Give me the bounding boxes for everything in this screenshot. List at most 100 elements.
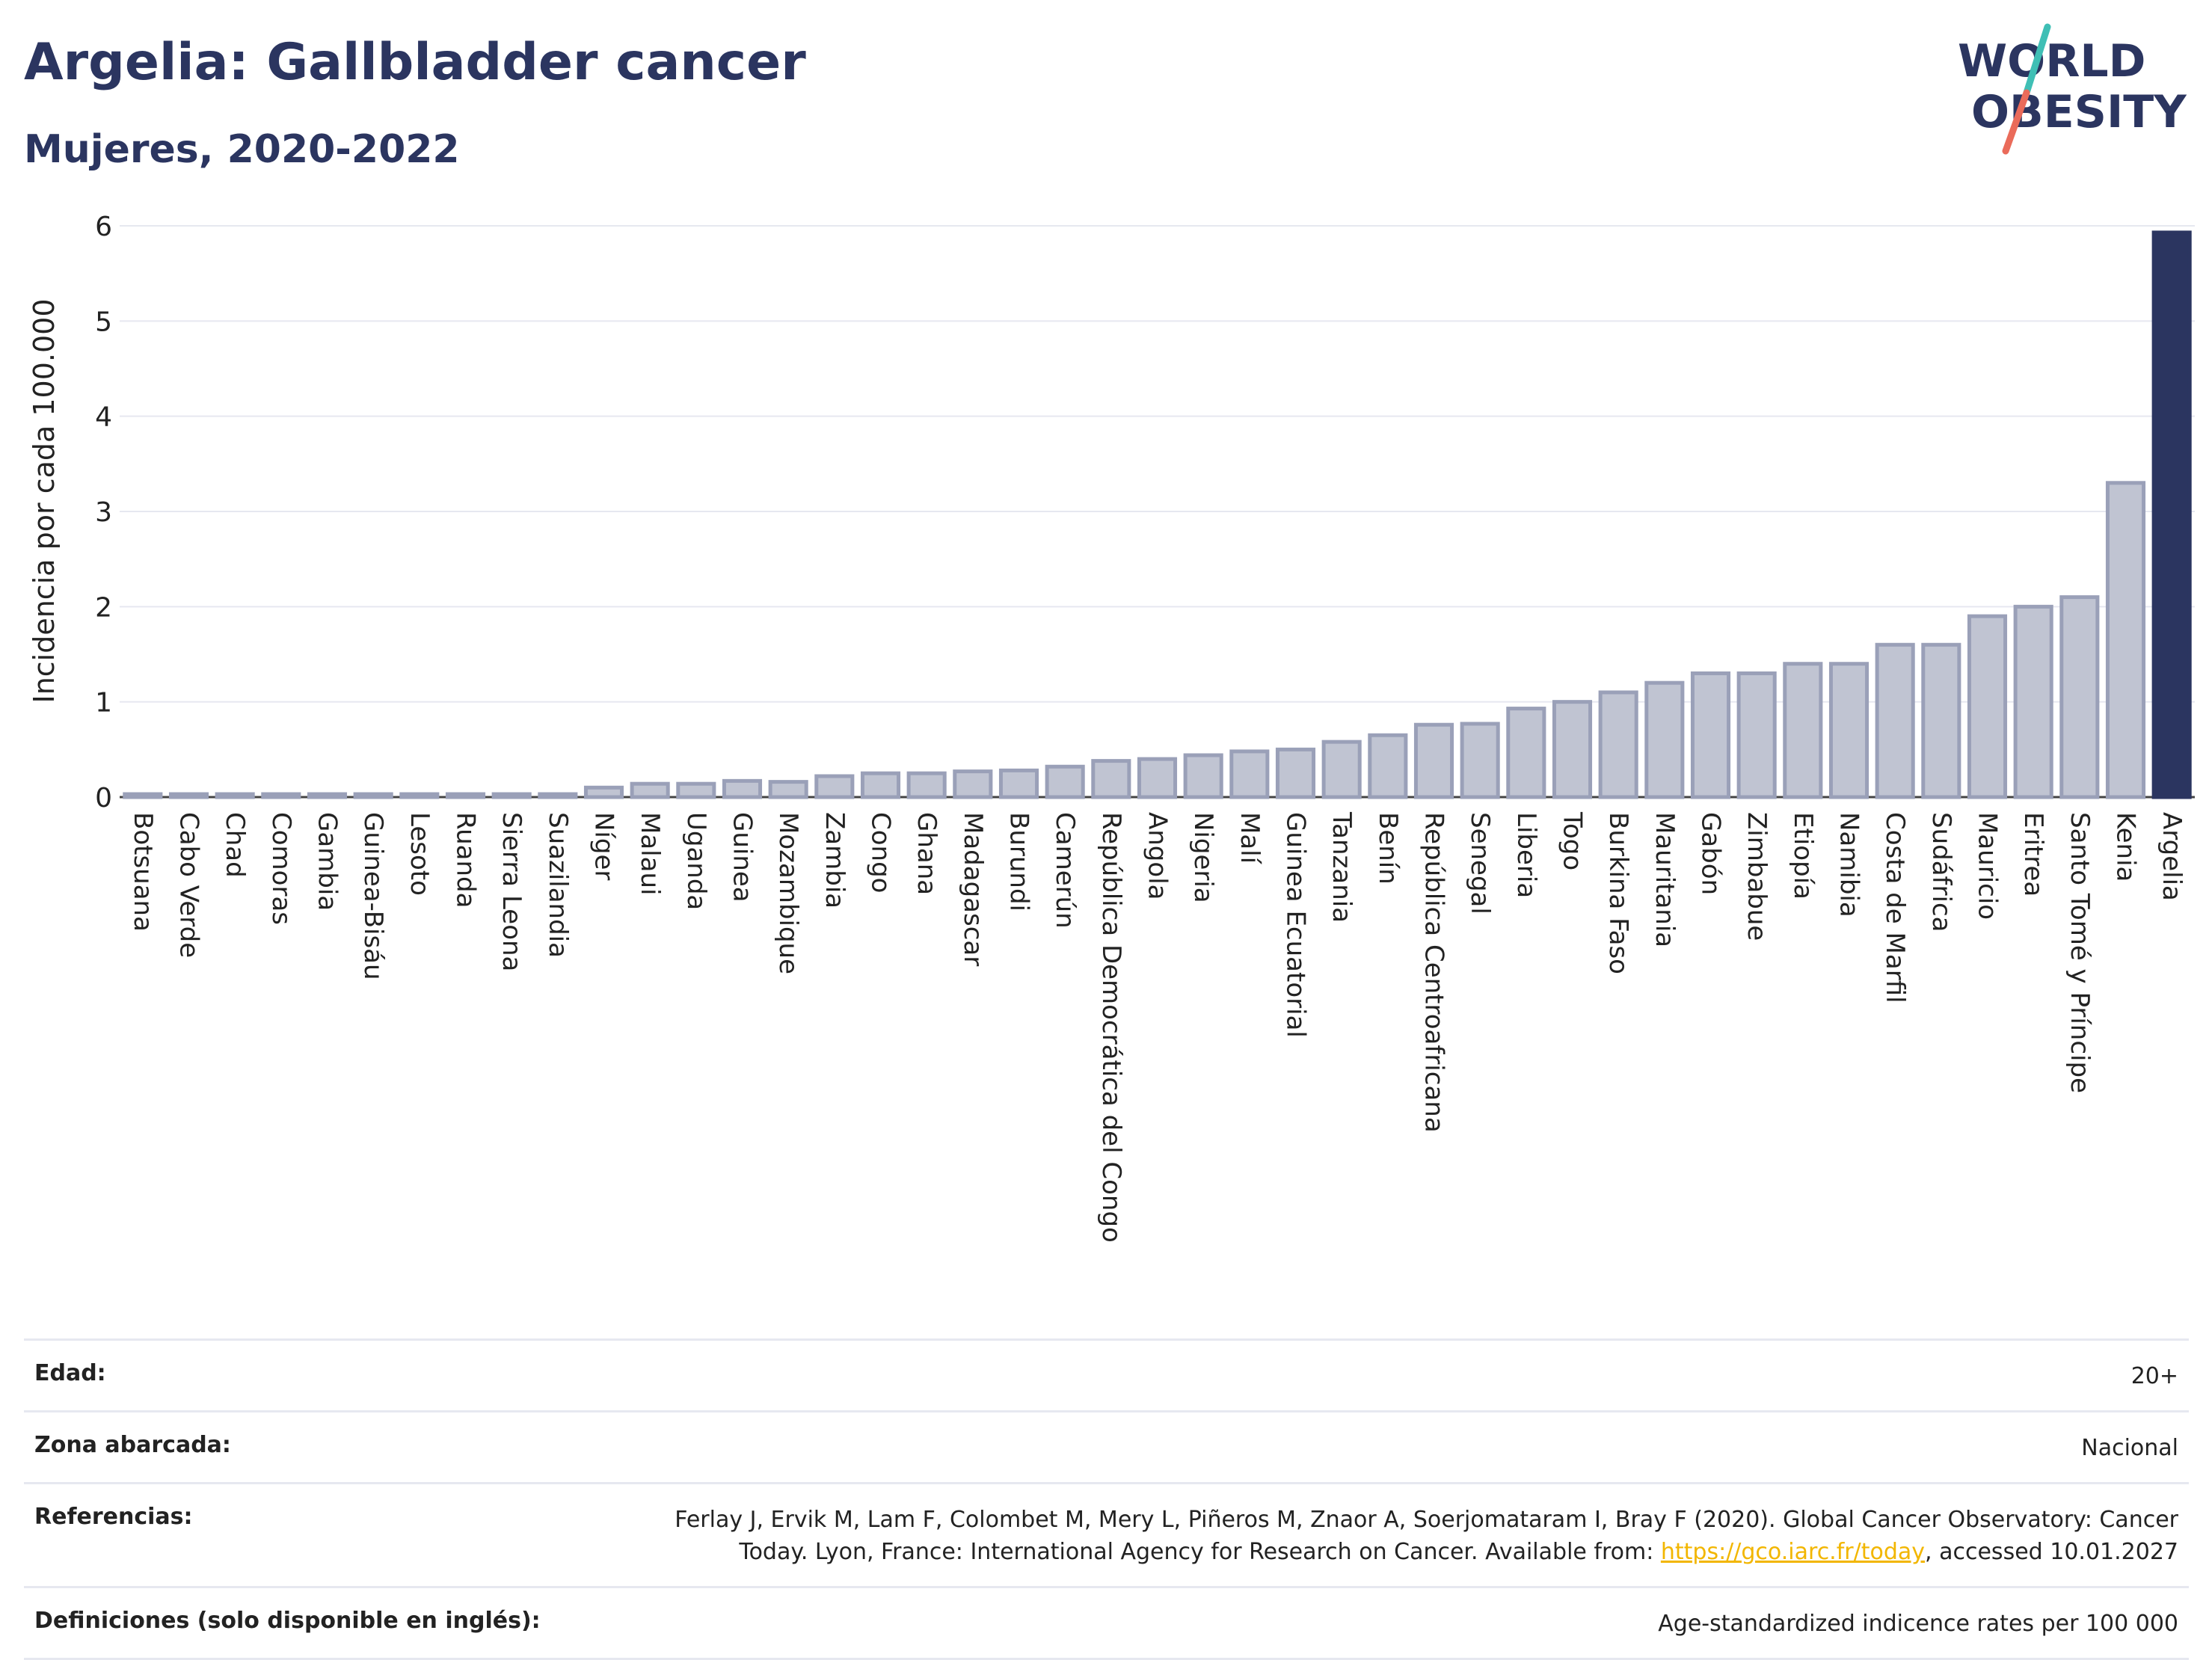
x-tick-label: Suazilandia <box>543 812 573 958</box>
bar[interactable] <box>1690 671 1731 799</box>
bar[interactable] <box>1045 764 1085 799</box>
bar[interactable] <box>1137 757 1178 799</box>
reference-accessed: , accessed 10.01.2027 <box>1925 1539 2178 1565</box>
bar[interactable] <box>538 792 578 799</box>
x-tick-label: Costa de Marfil <box>1880 812 1910 1003</box>
y-axis-label: Incidencia por cada 100.000 <box>28 298 61 703</box>
bar[interactable] <box>1229 749 1270 799</box>
reference-link[interactable]: https://gco.iarc.fr/today <box>1660 1539 1926 1565</box>
x-tick-label: Gambia <box>313 812 342 911</box>
bar[interactable] <box>1736 671 1777 799</box>
bar[interactable] <box>261 792 301 799</box>
x-tick-label: Burkina Faso <box>1603 812 1633 974</box>
x-tick-label: Argelia <box>2157 812 2187 901</box>
bar[interactable] <box>953 769 993 799</box>
bar[interactable] <box>1875 642 1915 799</box>
x-tick-label: República Centroafricana <box>1419 812 1449 1133</box>
bar[interactable] <box>722 778 763 799</box>
x-tick-label: Senegal <box>1465 812 1495 914</box>
x-tick-label: Eritrea <box>2018 812 2048 897</box>
bar[interactable] <box>676 781 716 799</box>
bar[interactable] <box>1552 700 1593 799</box>
logo-word-obesity: OBESITY <box>1971 86 2187 138</box>
meta-label-definitions: Definiciones (solo disponible en inglés)… <box>34 1608 541 1634</box>
x-tick-label: Mauritania <box>1650 812 1680 947</box>
bar[interactable] <box>307 792 348 799</box>
bar[interactable] <box>1644 680 1685 799</box>
bar[interactable] <box>123 792 163 799</box>
x-tick-label: Mozambique <box>773 812 803 974</box>
x-tick-label: Santo Tomé y Príncipe <box>2065 812 2095 1093</box>
x-tick-label: Tanzania <box>1327 811 1357 923</box>
x-tick-label: Burundi <box>1004 812 1034 912</box>
bar-chart: 0 1 2 3 4 5 6 Botsuana Cabo Verde Chad Comoras Gamb… <box>28 212 2195 1243</box>
x-tick-label: Malí <box>1235 812 1265 865</box>
meta-value-area: Nacional <box>2081 1435 2178 1461</box>
bar[interactable] <box>1091 759 1131 799</box>
bar[interactable] <box>1413 722 1454 799</box>
logo-slash-coral <box>2002 89 2030 155</box>
bar[interactable] <box>1460 722 1500 799</box>
x-tick-label: Guinea-Bisáu <box>358 812 388 980</box>
bar[interactable] <box>2105 481 2146 799</box>
bar-layer <box>123 230 2192 799</box>
bar[interactable] <box>768 780 808 799</box>
bar[interactable] <box>1598 690 1638 799</box>
bar[interactable] <box>491 792 532 799</box>
bar[interactable] <box>1368 733 1408 799</box>
x-tick-label: Camerún <box>1050 812 1080 929</box>
bar-highlight[interactable] <box>2151 230 2192 799</box>
bar[interactable] <box>1967 614 2008 799</box>
bar[interactable] <box>445 792 486 799</box>
bar[interactable] <box>630 781 670 799</box>
meta-label-area: Zona abarcada: <box>34 1432 231 1458</box>
x-tick-label: Congo <box>866 812 896 893</box>
bar[interactable] <box>1275 747 1316 799</box>
x-tick-label: Angola <box>1143 812 1173 900</box>
bar[interactable] <box>1506 707 1546 799</box>
meta-row-age: Edad: 20+ <box>24 1338 2189 1410</box>
bar[interactable] <box>1183 753 1223 799</box>
logo-word-world: WORLD <box>1958 35 2145 87</box>
x-tick-label: Madagascar <box>958 812 988 966</box>
meta-row-references: Referencias: Ferlay J, Ervik M, Lam F, C… <box>24 1482 2189 1586</box>
x-tick-label: Zimbabue <box>1742 812 1772 941</box>
x-tick-label: Guinea <box>728 812 758 903</box>
y-tick-label: 5 <box>95 307 112 337</box>
world-obesity-logo[interactable]: WORLD OBESITY <box>1944 22 2199 157</box>
bar[interactable] <box>906 771 947 799</box>
y-tick-label: 3 <box>95 497 112 528</box>
x-tick-label: Mauricio <box>1973 812 2003 920</box>
metadata-table: Edad: 20+ Zona abarcada: Nacional Refere… <box>24 1338 2189 1660</box>
bar[interactable] <box>583 785 624 799</box>
x-tick-label: Kenia <box>2111 812 2141 882</box>
x-tick-label: Liberia <box>1511 812 1541 898</box>
bar[interactable] <box>2059 595 2100 799</box>
x-tick-label: Ghana <box>912 812 941 895</box>
x-tick-label: Sierra Leona <box>497 812 526 971</box>
bar[interactable] <box>814 774 855 799</box>
x-tick-label: Gabón <box>1696 812 1726 895</box>
meta-row-area: Zona abarcada: Nacional <box>24 1410 2189 1482</box>
x-tick-label: Guinea Ecuatorial <box>1281 812 1311 1038</box>
bar[interactable] <box>1828 662 1870 799</box>
bar[interactable] <box>1321 740 1362 799</box>
bar[interactable] <box>1921 642 1961 799</box>
bar[interactable] <box>353 792 393 799</box>
bar[interactable] <box>998 768 1039 799</box>
reference-line-1: Ferlay J, Ervik M, Lam F, Colombet M, Me… <box>675 1507 2178 1533</box>
bar[interactable] <box>860 771 901 799</box>
bar[interactable] <box>1783 662 1823 799</box>
x-tick-label: Níger <box>589 812 619 880</box>
x-tick-label: Togo <box>1558 811 1588 870</box>
bar[interactable] <box>215 792 255 799</box>
x-tick-label: Etiopía <box>1788 812 1818 900</box>
bar[interactable] <box>2013 604 2053 799</box>
x-tick-label: Benín <box>1373 812 1403 885</box>
bar[interactable] <box>399 792 440 799</box>
chart-subtitle: Mujeres, 2020-2022 <box>24 127 460 172</box>
meta-label-age: Edad: <box>34 1360 106 1386</box>
bar[interactable] <box>168 792 209 799</box>
x-tick-label: Zambia <box>820 812 850 909</box>
meta-value-definitions: Age-standardized indicence rates per 100… <box>1658 1611 2178 1637</box>
